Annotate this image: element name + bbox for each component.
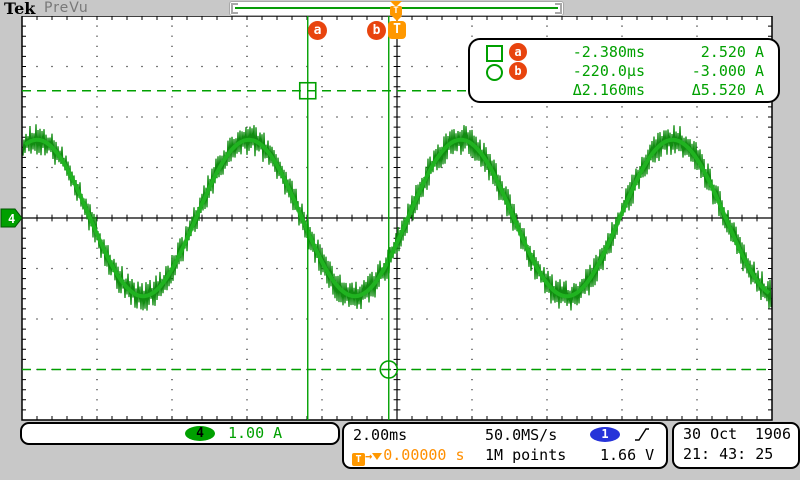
acquisition-mode-label: PreVu xyxy=(44,0,89,16)
record-view-right-bracket-icon xyxy=(555,3,562,14)
cursor-delta-time-value: Δ2.160ms xyxy=(572,81,645,99)
trigger-t-icon: T xyxy=(390,6,402,16)
trigger-point-arrow-icon xyxy=(391,15,403,21)
trigger-point-badge[interactable]: T xyxy=(388,21,406,39)
channel-4-menu-box[interactable]: 4 1.00 A xyxy=(20,422,340,445)
trigger-right-arrow-icon: → xyxy=(365,449,373,463)
cursor-a-badge[interactable]: a xyxy=(308,21,327,40)
cursor-a-readout-row: a -2.380ms 2.520 A xyxy=(470,42,778,62)
trigger-t-symbol-icon: T xyxy=(352,453,365,466)
cursor-b-badge[interactable]: b xyxy=(367,21,386,40)
record-view-left-bracket-icon xyxy=(231,3,238,14)
cursor-delta-readout-row: Δ2.160ms Δ5.520 A xyxy=(470,80,778,100)
record-length-value: 1M points xyxy=(485,446,567,464)
trigger-position-marker[interactable]: T xyxy=(389,1,403,17)
date-value: 30 Oct xyxy=(683,425,738,443)
cursor-a-readout-badge: a xyxy=(509,43,527,61)
datetime-box: 30 Oct 1906 21: 43: 25 xyxy=(672,422,800,469)
cursor-b-readout-badge: b xyxy=(509,62,527,80)
timebase-value: 2.00ms xyxy=(353,426,408,444)
trigger-source-badge[interactable]: 1 xyxy=(590,427,620,442)
sample-rate-value: 50.0MS/s xyxy=(485,426,558,444)
time-value: 21: 43: 25 xyxy=(683,445,774,463)
top-bar: Tek PreVu T xyxy=(0,0,800,18)
cursor-b-circle-icon xyxy=(486,64,503,81)
trigger-position-value: 0.00000 s xyxy=(383,446,465,464)
channel-4-badge[interactable]: 4 xyxy=(185,426,215,441)
cursor-a-marker xyxy=(298,81,317,100)
channel-4-scale-value: 1.00 A xyxy=(228,424,283,442)
cursor-a-time-value: -2.380ms xyxy=(572,43,645,61)
cursor-b-amplitude-value: -3.000 A xyxy=(691,62,764,80)
cursor-b-readout-row: b -220.0µs -3.000 A xyxy=(470,61,778,81)
trigger-arrow-icon xyxy=(390,1,402,7)
channel-4-ground-marker xyxy=(0,208,23,228)
cursor-b-marker xyxy=(379,360,399,379)
year-value: 1906 xyxy=(754,425,791,443)
record-view-bar[interactable]: T xyxy=(229,1,564,16)
horizontal-trigger-menu-box[interactable]: 2.00ms 50.0MS/s 1 T → 0.00000 s 1M points … xyxy=(342,422,668,469)
brand-logo: Tek xyxy=(4,0,36,18)
cursor-a-amplitude-value: 2.520 A xyxy=(700,43,764,61)
cursor-readout-box: a -2.380ms 2.520 A b -220.0µs -3.000 A Δ… xyxy=(468,38,780,103)
trigger-slope-rising-icon xyxy=(634,427,650,446)
trigger-level-value: 1.66 V xyxy=(600,446,655,464)
channel-4-ground-marker-label: 4 xyxy=(8,212,15,226)
trigger-position-readout: T → 0.00000 s xyxy=(352,445,465,466)
trigger-down-triangle-icon xyxy=(372,453,383,460)
cursor-a-square-icon xyxy=(486,45,503,62)
cursor-delta-amplitude-value: Δ5.520 A xyxy=(691,81,764,99)
cursor-b-time-value: -220.0µs xyxy=(572,62,645,80)
